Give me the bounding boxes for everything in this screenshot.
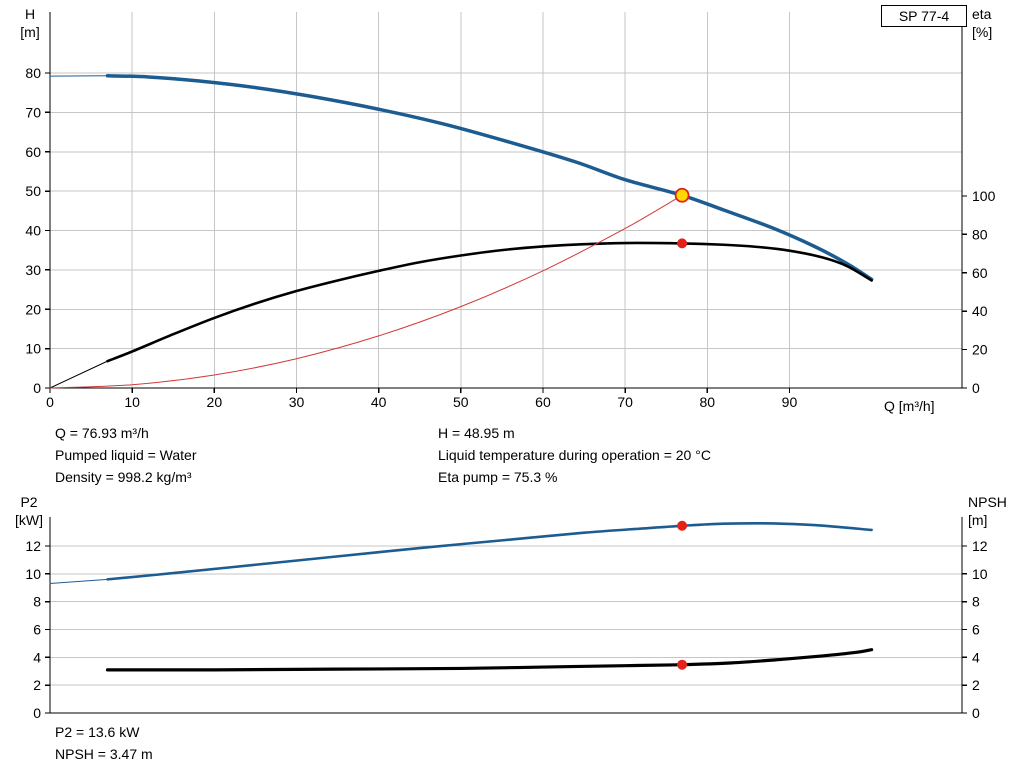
x-tick-label: 70 [617, 394, 633, 410]
x-tick-label: 90 [782, 394, 798, 410]
y-left-tick-label: 50 [25, 183, 41, 199]
npsh-axis-label: NPSH [m] [968, 493, 1007, 529]
p2-axis-label-unit-bottom: [kW] [15, 512, 43, 528]
p2-curve [106, 521, 873, 581]
npsh-point-marker [677, 659, 688, 670]
x-tick-label: 40 [371, 394, 387, 410]
x-tick-label: 50 [453, 394, 469, 410]
p2-value: P2 = 13.6 kW [55, 724, 140, 740]
x-tick-label: 60 [535, 394, 551, 410]
y-left-tick-label: 0 [33, 380, 41, 396]
head-curve [105, 74, 874, 282]
eta-pump-value: Eta pump = 75.3 % [438, 469, 558, 485]
npsh-axis-label-unit-top: NPSH [968, 494, 1007, 510]
y-left-tick-label: 70 [25, 104, 41, 120]
y-left-tick-label: 2 [33, 677, 41, 693]
y-right-tick-label: 100 [972, 188, 996, 204]
power-info: P2 = 13.6 kW NPSH = 3.47 m [55, 721, 153, 765]
y-left-tick-label: 0 [33, 705, 41, 721]
npsh-curve [105, 648, 874, 672]
x-tick-label: 10 [124, 394, 140, 410]
x-tick-label: 0 [46, 394, 54, 410]
y-left-tick-label: 30 [25, 262, 41, 278]
density-value: Density = 998.2 kg/m³ [55, 469, 192, 485]
eta-point-marker [677, 238, 688, 249]
flow-value: Q = 76.93 m³/h [55, 425, 149, 441]
y-left-tick-label: 6 [33, 621, 41, 637]
eta-axis-label-unit-top: eta [972, 6, 992, 22]
y-left-tick-label: 8 [33, 594, 41, 610]
h-axis-label-unit-bottom: [m] [20, 24, 40, 40]
duty-point-marker [674, 187, 690, 203]
operating-point-info-right: H = 48.95 m Liquid temperature during op… [438, 422, 711, 488]
p2-axis-label: P2 [kW] [4, 493, 54, 529]
x-tick-label: 20 [207, 394, 223, 410]
p2-axis-label-unit-top: P2 [20, 494, 38, 510]
y-right-tick-label: 0 [972, 380, 980, 396]
p2-npsh-chart: 0 2 4 6 8 10 12 0 2 4 6 8 10 12 [25, 517, 988, 721]
y-left-tick-label: 10 [25, 566, 41, 582]
p2-point-marker [677, 520, 688, 531]
y-right-tick-label: 4 [972, 649, 980, 665]
y-right-tick-label: 12 [972, 538, 988, 554]
h-axis-label-unit-top: H [24, 6, 36, 22]
x-tick-label: 30 [289, 394, 305, 410]
h-axis-label: H [m] [8, 5, 52, 41]
head-value: H = 48.95 m [438, 425, 515, 441]
y-right-tick-label: 80 [972, 226, 988, 242]
hq-eta-chart: 0 10 20 30 40 50 60 70 80 90 0 10 20 30 40 50 60 70 80 0 20 4… [25, 12, 996, 410]
y-left-tick-label: 12 [25, 538, 41, 554]
npsh-axis-label-unit-bottom: [m] [968, 512, 988, 528]
efficiency-curve-lead [49, 360, 109, 389]
y-right-tick-label: 6 [972, 621, 980, 637]
eta-axis-label: eta [%] [972, 5, 992, 41]
y-right-tick-label: 8 [972, 594, 980, 610]
y-right-tick-label: 40 [972, 303, 988, 319]
y-left-tick-label: 20 [25, 301, 41, 317]
system-curve [49, 194, 683, 389]
x-tick-label: 80 [700, 394, 716, 410]
y-right-tick-label: 60 [972, 265, 988, 281]
eta-axis-label-unit-bottom: [%] [972, 24, 993, 40]
liquid-temperature-value: Liquid temperature during operation = 20… [438, 447, 711, 463]
y-right-tick-label: 20 [972, 342, 988, 358]
q-axis-label: Q [m³/h] [884, 398, 935, 414]
y-left-tick-label: 4 [33, 649, 41, 665]
efficiency-curve [106, 241, 873, 363]
operating-point-info-left: Q = 76.93 m³/h Pumped liquid = Water Den… [55, 422, 197, 488]
y-right-tick-label: 10 [972, 566, 988, 582]
pump-type-box: SP 77-4 [881, 5, 967, 27]
p2-curve-lead [49, 578, 109, 585]
y-right-tick-label: 0 [972, 705, 980, 721]
y-left-tick-label: 40 [25, 223, 41, 239]
npsh-value: NPSH = 3.47 m [55, 746, 153, 762]
pumped-liquid-value: Pumped liquid = Water [55, 447, 197, 463]
y-left-tick-label: 60 [25, 144, 41, 160]
y-right-tick-label: 2 [972, 677, 980, 693]
y-left-tick-label: 80 [25, 65, 41, 81]
y-left-tick-label: 10 [25, 341, 41, 357]
